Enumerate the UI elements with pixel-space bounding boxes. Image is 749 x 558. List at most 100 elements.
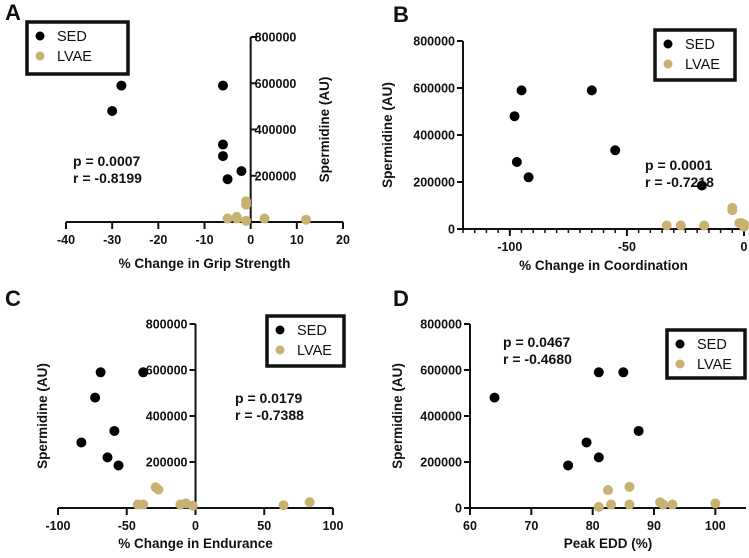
legend: SED LVAE	[25, 20, 130, 76]
x-axis-title: % Change in Endurance	[118, 536, 273, 551]
data-point-sed	[107, 106, 118, 116]
legend-marker-lvae	[35, 51, 45, 61]
y-axis-title: Spermidine (AU)	[317, 77, 332, 183]
data-point-sed	[489, 392, 500, 403]
panel-b: B -100 -50 0 % Change in Coordination 0 200000…	[380, 2, 749, 273]
y-tick-label: 200000	[255, 169, 297, 183]
legend-marker-sed	[663, 39, 673, 49]
data-point-sed	[116, 80, 127, 91]
y-tick-label: 400000	[420, 410, 462, 424]
data-point-lvae	[667, 499, 678, 510]
data-point-lvae	[658, 499, 669, 510]
data-point-sed	[696, 180, 707, 191]
legend-box	[665, 328, 747, 380]
data-point-lvae	[153, 484, 164, 495]
legend-marker-lvae	[663, 59, 673, 69]
legend-label-sed: SED	[297, 323, 327, 339]
x-tick-label: 100	[705, 519, 726, 533]
legend-marker-sed	[275, 325, 285, 335]
p-value: p = 0.0467	[503, 334, 571, 350]
data-point-sed	[138, 367, 149, 378]
x-tick-label: -10	[195, 233, 213, 247]
legend: SED LVAE	[665, 328, 747, 380]
y-tick-label: 600000	[420, 364, 462, 378]
data-point-lvae	[736, 218, 747, 229]
y-tick-label: 400000	[146, 410, 188, 424]
data-point-sed	[217, 151, 228, 162]
data-point-sed	[511, 157, 522, 168]
data-point-lvae	[301, 214, 312, 225]
x-tick-label: -20	[149, 233, 167, 247]
data-point-lvae	[138, 499, 149, 510]
x-tick-label: 0	[192, 519, 199, 533]
y-axis-title: Spermidine (AU)	[390, 363, 405, 469]
r-value: r = -0.7218	[645, 174, 714, 190]
data-point-lvae	[661, 220, 672, 231]
data-point-sed	[95, 367, 106, 378]
y-tick-label: 0	[448, 223, 455, 237]
data-point-sed	[563, 460, 574, 471]
data-point-sed	[217, 80, 228, 91]
y-tick-label: 800000	[413, 35, 455, 49]
x-tick-label: 100	[323, 519, 344, 533]
x-axis-title: Peak EDD (%)	[564, 536, 653, 551]
x-tick-label: 0	[247, 233, 254, 247]
panel-a: A -40 -30 -20 -10 0 10 20 % Change in Grip Stren…	[5, 0, 350, 271]
x-tick-label: -100	[45, 519, 70, 533]
y-tick-label: 200000	[420, 456, 462, 470]
legend-label-sed: SED	[685, 37, 715, 53]
y-tick-label: 600000	[146, 364, 188, 378]
legend: SED LVAE	[653, 28, 737, 82]
data-point-lvae	[727, 205, 738, 216]
data-point-sed	[516, 85, 527, 96]
legend-marker-lvae	[275, 345, 285, 355]
y-tick-label: 800000	[255, 31, 297, 45]
y-tick-label: 800000	[420, 318, 462, 332]
legend-label-lvae: LVAE	[57, 49, 92, 65]
y-tick-label: 600000	[255, 77, 297, 91]
data-point-sed	[618, 367, 629, 378]
data-point-lvae	[231, 211, 242, 222]
data-point-lvae	[593, 501, 604, 512]
x-axis-title: % Change in Grip Strength	[119, 256, 291, 271]
legend: SED LVAE	[265, 314, 346, 368]
data-point-sed	[102, 452, 113, 463]
panel-c: C -100 -50 0 50 100 % Change in Endurance 20000…	[5, 286, 346, 551]
data-point-lvae	[624, 481, 635, 492]
x-tick-label: 20	[336, 233, 350, 247]
data-point-lvae	[241, 199, 252, 210]
data-point-sed	[113, 460, 124, 471]
y-tick-label: 200000	[146, 456, 188, 470]
data-point-lvae	[278, 500, 289, 511]
x-tick-label: -50	[118, 519, 136, 533]
data-point-sed	[593, 452, 604, 463]
legend-marker-lvae	[675, 359, 685, 369]
r-value: r = -0.7388	[235, 407, 304, 423]
panel-letter: C	[5, 286, 21, 311]
p-value: p = 0.0007	[73, 153, 141, 169]
data-point-lvae	[187, 500, 198, 511]
data-point-sed	[593, 367, 604, 378]
x-tick-label: -100	[497, 240, 522, 254]
x-tick-label: 70	[524, 519, 538, 533]
y-tick-label: 600000	[413, 82, 455, 96]
y-tick-label: 400000	[255, 123, 297, 137]
y-axis-title: Spermidine (AU)	[35, 363, 50, 469]
data-point-lvae	[241, 215, 252, 226]
data-point-sed	[586, 85, 597, 96]
data-point-lvae	[710, 498, 721, 509]
legend-box	[265, 314, 346, 368]
legend-box	[25, 20, 130, 76]
legend-label-sed: SED	[57, 29, 87, 45]
r-value: r = -0.8199	[73, 170, 142, 186]
legend-box	[653, 28, 737, 82]
x-axis-title: % Change in Coordination	[519, 258, 688, 273]
x-tick-label: 50	[257, 519, 271, 533]
legend-label-sed: SED	[697, 337, 727, 353]
data-point-sed	[90, 392, 101, 403]
data-point-lvae	[222, 213, 233, 224]
data-point-sed	[222, 174, 233, 185]
data-point-lvae	[259, 213, 270, 224]
legend-label-lvae: LVAE	[297, 343, 332, 359]
